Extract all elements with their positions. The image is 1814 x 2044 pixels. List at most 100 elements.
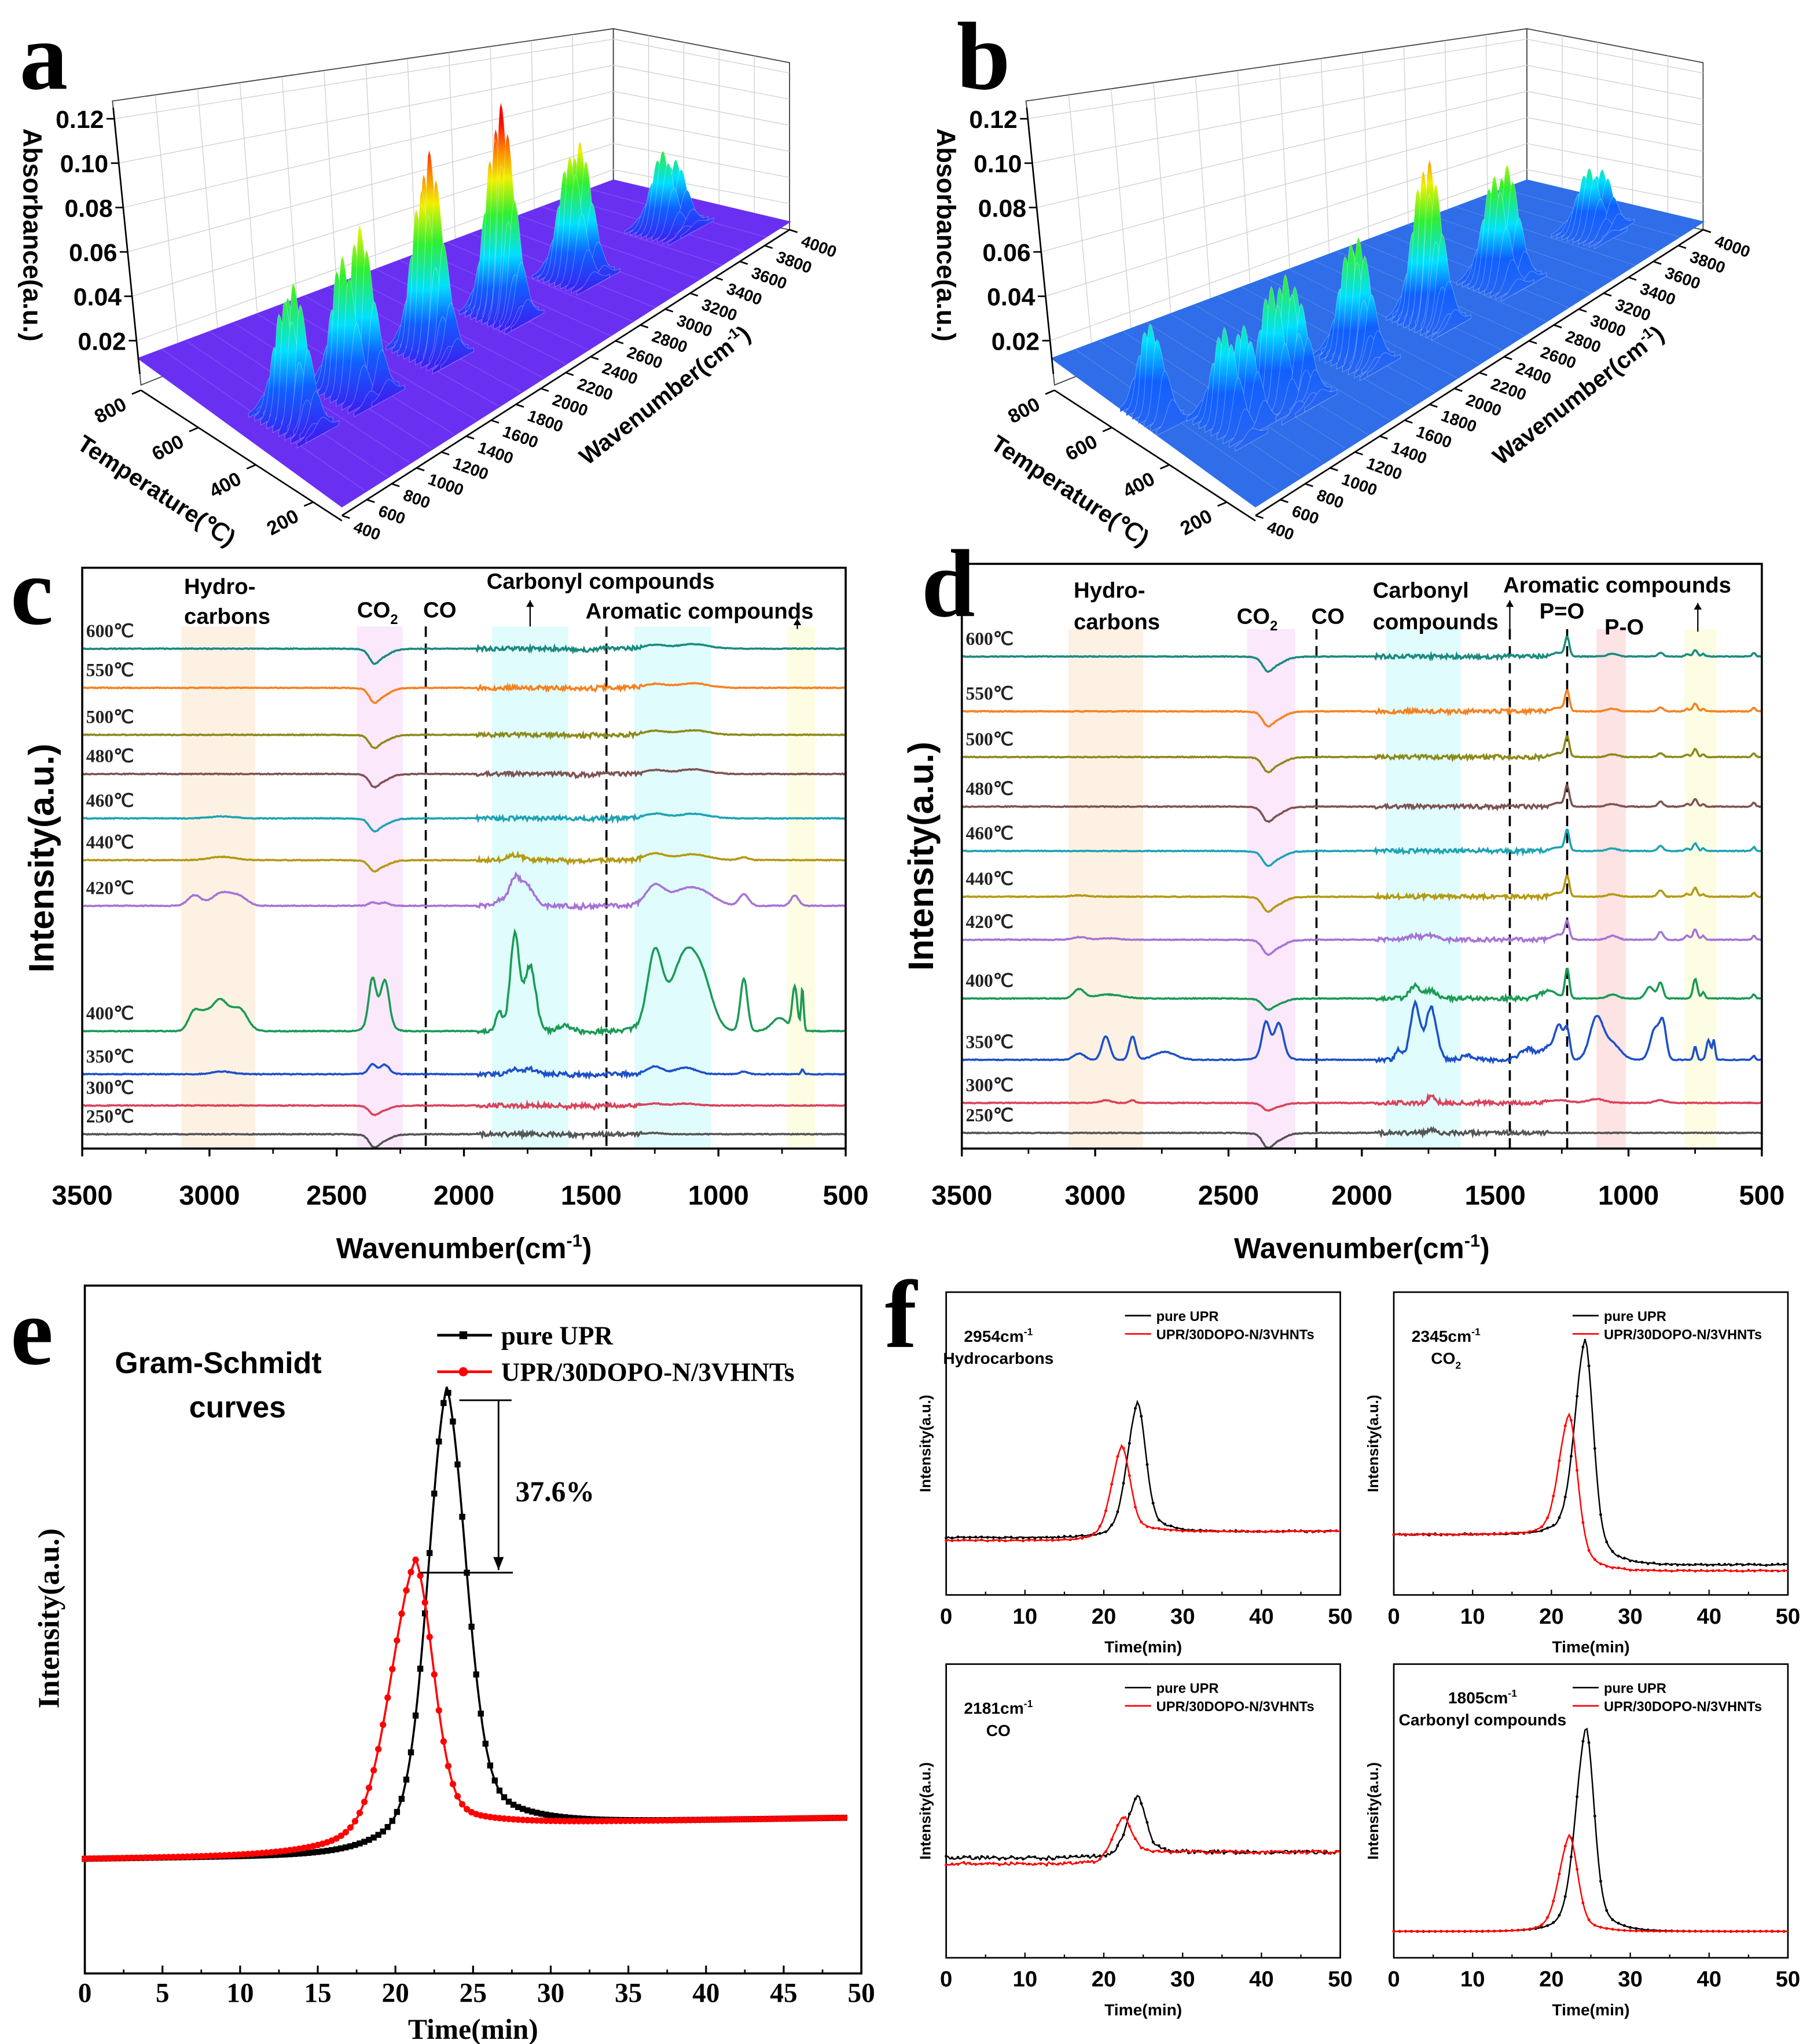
- data-point: [1782, 1569, 1786, 1572]
- data-point-circle: [421, 1599, 428, 1606]
- data-point-circle: [649, 1817, 657, 1824]
- legend-label: pure UPR: [1156, 1681, 1219, 1696]
- data-point: [1281, 1850, 1285, 1854]
- data-point-circle: [799, 1815, 806, 1822]
- x-tick-label: 50: [1776, 1967, 1801, 1992]
- data-point: [1234, 1849, 1238, 1853]
- data-point-square: [440, 1400, 447, 1406]
- data-point: [1646, 1569, 1650, 1572]
- data-point-square: [445, 1389, 451, 1396]
- data-point: [1440, 1929, 1443, 1933]
- data-point-circle: [184, 1853, 191, 1860]
- x-tick-label: 20: [382, 1979, 409, 2009]
- data-point-circle: [128, 1854, 135, 1862]
- panel-letter-b: b: [957, 3, 1011, 110]
- data-point-circle: [547, 1817, 555, 1825]
- surface-mesh-line: [1289, 269, 1479, 365]
- data-point: [1540, 1923, 1543, 1926]
- data-point: [1481, 1929, 1484, 1933]
- data-point: [992, 1862, 995, 1865]
- data-point: [1670, 1929, 1673, 1933]
- data-point: [1051, 1862, 1054, 1866]
- surface-peak-slice: [1594, 227, 1628, 249]
- data-point: [1228, 1529, 1232, 1533]
- compound-label: Carbonyl compounds: [1399, 1711, 1567, 1729]
- data-point: [1329, 1852, 1332, 1855]
- y-axis-title: Intensity(a.u.): [901, 742, 941, 971]
- x-axis-title-part: ): [582, 1232, 592, 1265]
- y-axis-title: Intensity(a.u.): [32, 1528, 65, 1708]
- data-point: [1027, 1539, 1031, 1542]
- data-point-circle: [226, 1852, 233, 1859]
- grid-line: [123, 91, 790, 208]
- wavenumber-tick: [1603, 292, 1612, 297]
- data-point-circle: [757, 1815, 764, 1822]
- data-point-circle: [105, 1855, 112, 1862]
- data-point-circle: [160, 1854, 168, 1861]
- data-point: [1163, 1847, 1167, 1850]
- data-point-circle: [766, 1815, 773, 1822]
- data-point: [1782, 1929, 1786, 1933]
- data-point-circle: [729, 1816, 736, 1823]
- wavenumber-tick: [541, 387, 549, 392]
- data-point: [1287, 1529, 1291, 1533]
- data-point: [945, 1863, 948, 1867]
- band-label-p-o: P-O: [1604, 615, 1644, 640]
- x-tick-label: 1500: [561, 1180, 622, 1211]
- data-point: [1729, 1929, 1732, 1933]
- spectrum-line: [961, 874, 1762, 913]
- data-point: [1015, 1538, 1019, 1542]
- wavenumber-label-part: -1: [1024, 1326, 1033, 1338]
- data-point: [1145, 1848, 1149, 1851]
- data-point: [1688, 1563, 1691, 1566]
- temperature-tick: [246, 464, 256, 470]
- data-point: [974, 1863, 978, 1866]
- data-point-circle: [133, 1854, 139, 1862]
- band-label-carbonyl: Carbonyl: [1373, 578, 1469, 603]
- data-point: [1063, 1537, 1066, 1541]
- data-point: [1705, 1569, 1709, 1573]
- data-point-square: [459, 1514, 465, 1520]
- x-tick-label: 10: [1460, 1604, 1485, 1629]
- data-point-circle: [622, 1817, 629, 1825]
- data-point: [968, 1855, 971, 1858]
- data-point-circle: [598, 1818, 605, 1825]
- spectrum-line: [961, 967, 1762, 1012]
- data-point: [1299, 1529, 1302, 1533]
- data-point: [980, 1855, 983, 1858]
- arrow-head: [526, 600, 534, 607]
- surface-mesh-line: [447, 242, 633, 322]
- x-tick-label: 50: [1328, 1967, 1353, 1992]
- data-point-square: [319, 1848, 326, 1855]
- data-point: [1581, 1521, 1585, 1524]
- data-point: [1193, 1529, 1196, 1533]
- data-point-circle: [109, 1855, 116, 1862]
- data-point: [1081, 1534, 1084, 1537]
- band-label-co2-part: 2: [390, 612, 398, 627]
- x-tick-label: 40: [1697, 1604, 1721, 1629]
- data-point: [1051, 1858, 1054, 1860]
- x-tick-label: 30: [1170, 1604, 1195, 1629]
- x-tick-label: 2500: [1198, 1180, 1259, 1211]
- data-point: [1293, 1849, 1297, 1853]
- wavenumber-tick: [1479, 372, 1488, 376]
- data-point: [1057, 1535, 1060, 1539]
- data-point-circle: [528, 1817, 535, 1824]
- data-point-square: [491, 1777, 498, 1784]
- data-point: [1540, 1529, 1543, 1532]
- data-point-circle: [738, 1816, 746, 1823]
- surface-peak-slice: [680, 217, 714, 239]
- spectrum-line: [82, 1062, 846, 1080]
- temperature-tick: [1045, 389, 1055, 395]
- grid-line: [1045, 143, 1703, 297]
- absorption-band: [1684, 629, 1717, 1149]
- data-point-circle: [165, 1854, 172, 1860]
- arrow-head: [793, 618, 802, 626]
- grid-line: [1444, 41, 1449, 227]
- data-point-circle: [198, 1852, 205, 1860]
- surface-peak-slice: [576, 271, 611, 296]
- data-point: [1246, 1529, 1250, 1533]
- data-point: [1033, 1539, 1037, 1542]
- wavenumber-tick: [341, 515, 350, 519]
- data-point: [1735, 1562, 1738, 1566]
